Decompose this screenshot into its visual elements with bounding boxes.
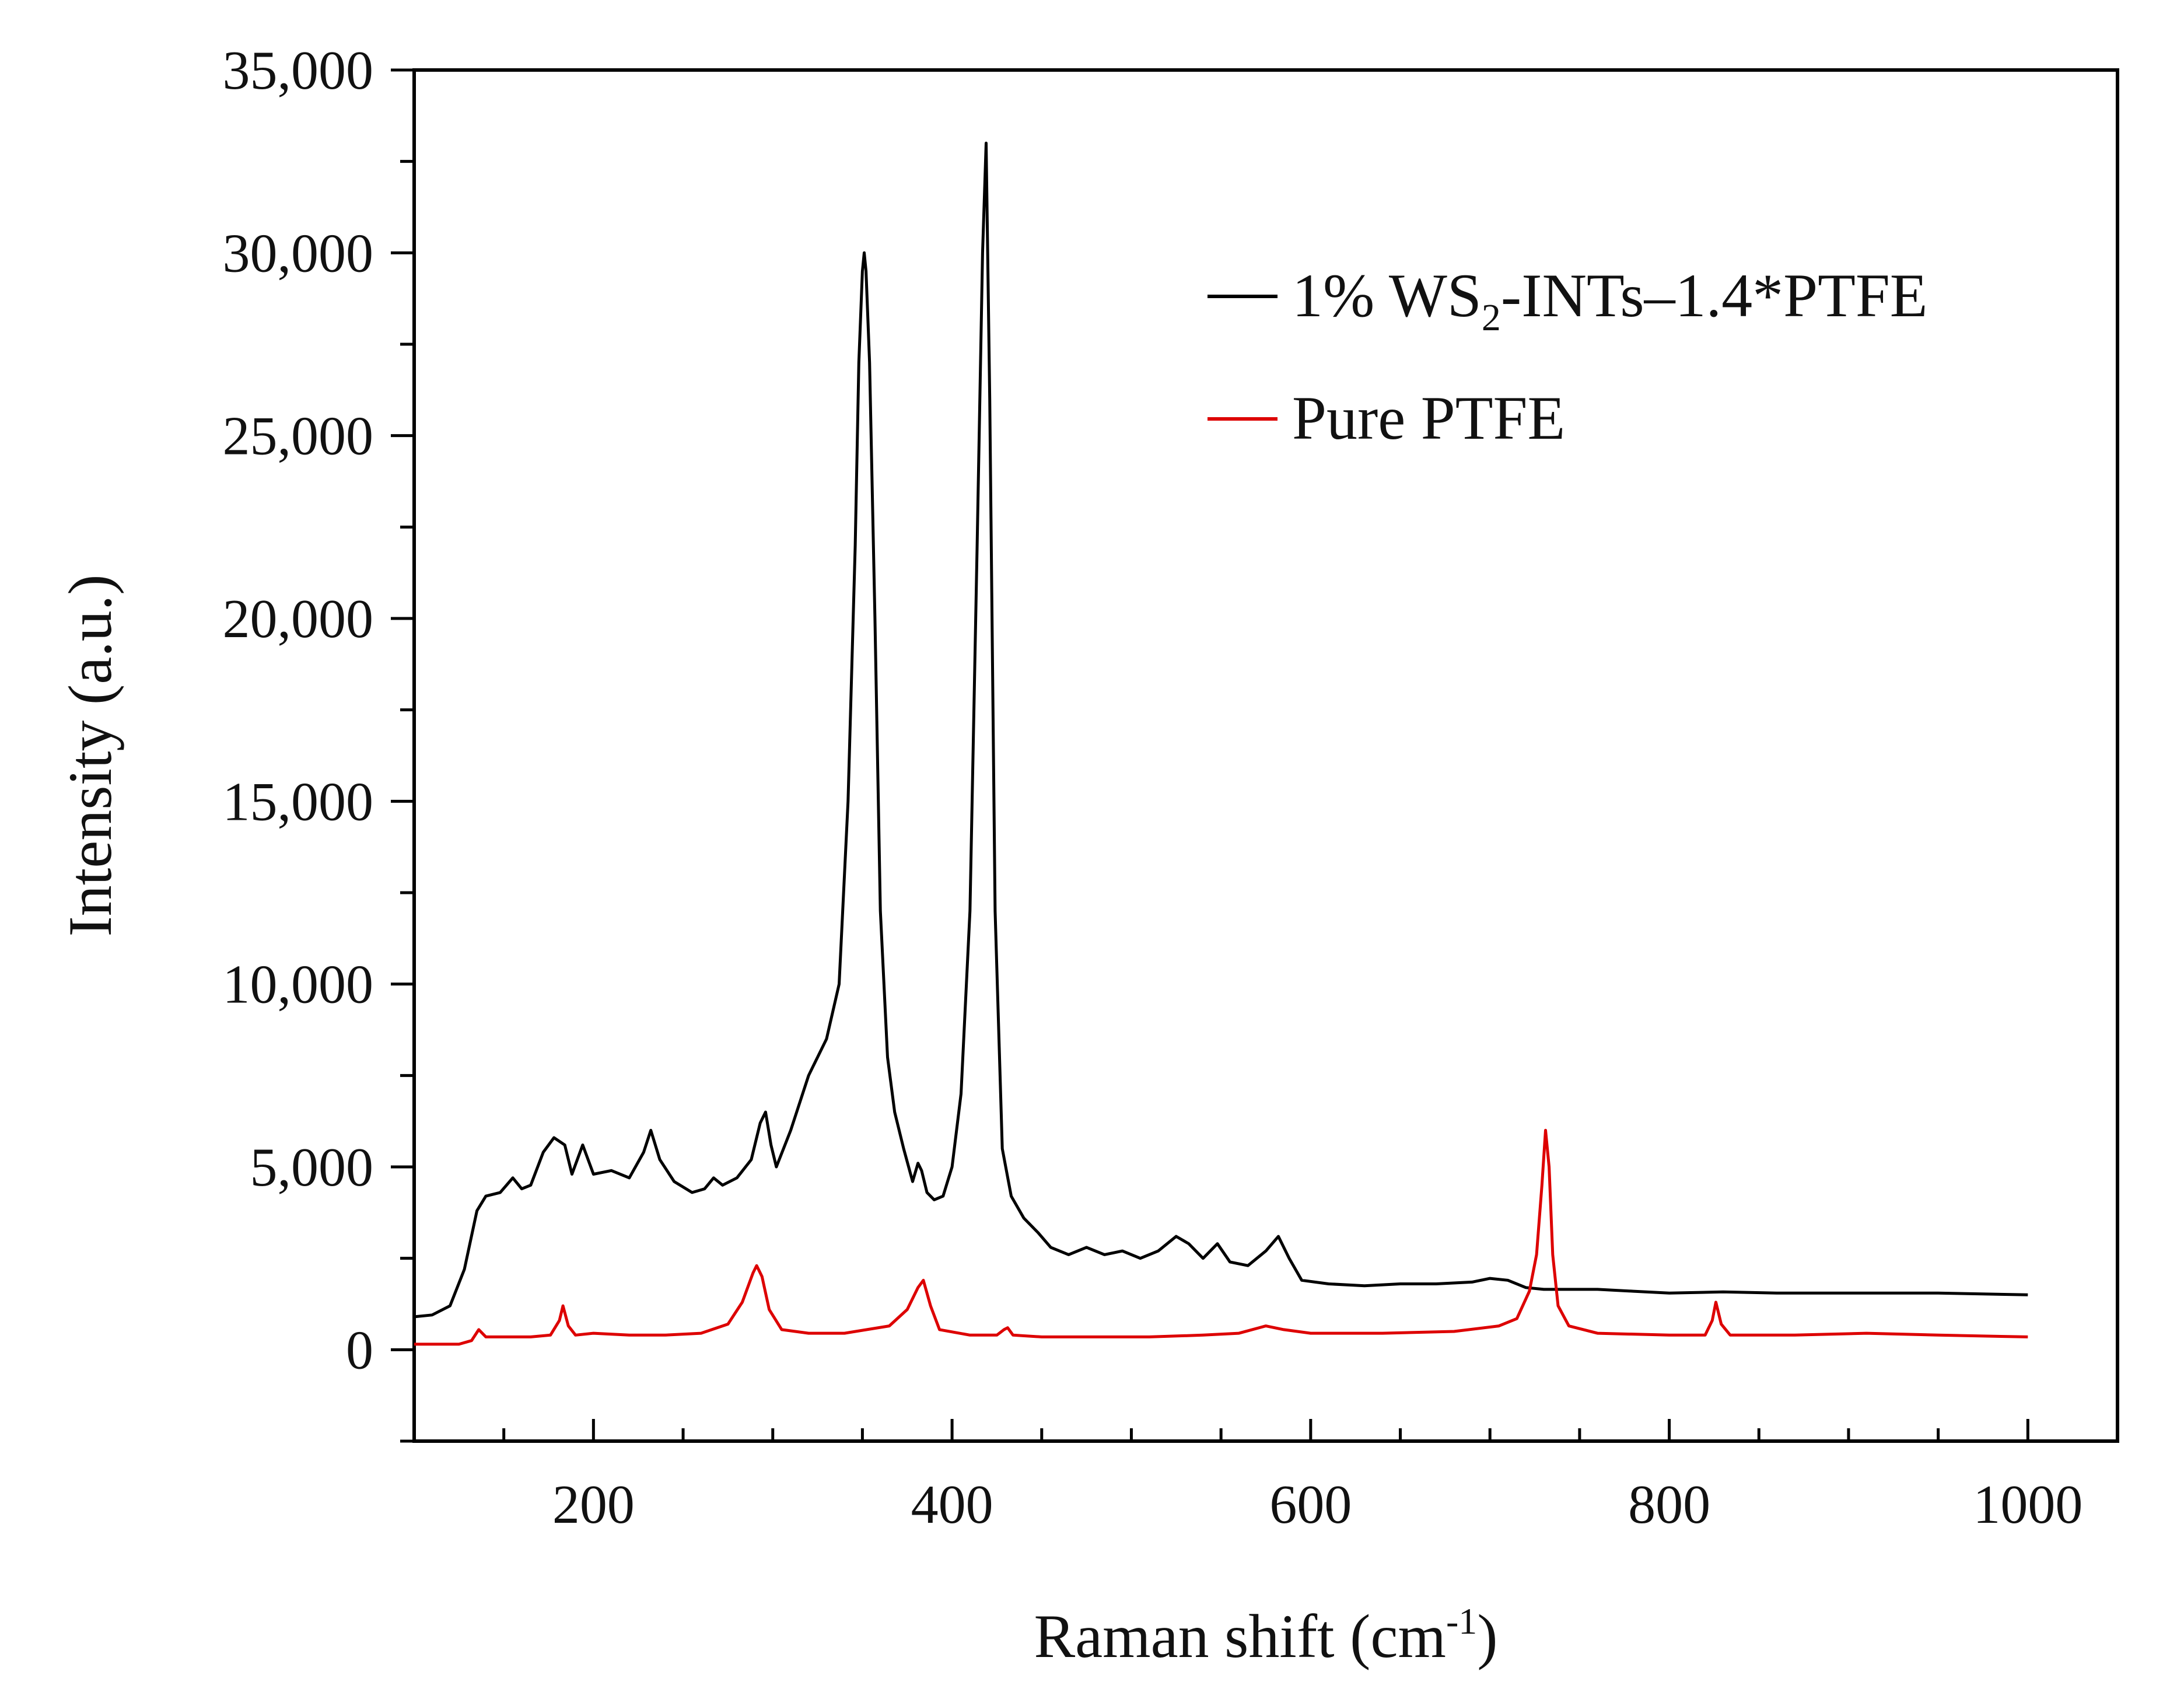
y-axis-title: Intensity (a.u.) xyxy=(56,574,124,936)
x-axis-title-main: Raman shift (cm xyxy=(1034,1602,1446,1670)
x-tick-labels: 200 400 600 800 1000 xyxy=(552,1474,2082,1535)
series-line-pure-ptfe xyxy=(414,1128,2028,1346)
y-tick-label: 25,000 xyxy=(223,406,374,467)
y-tick-labels: 0 5,000 10,000 15,000 20,000 25,000 30,000 35,0… xyxy=(223,40,374,1380)
axis-ticks xyxy=(391,68,2119,1443)
legend-label-ws2-sub: 2 xyxy=(1482,296,1501,339)
legend-label-ws2-part2: -INTs–1.4*PTFE xyxy=(1501,261,1928,330)
legend: 1% WS2-INTs–1.4*PTFE Pure PTFE xyxy=(1208,261,1928,452)
y-tick-label: 30,000 xyxy=(223,223,374,284)
legend-label-ptfe: Pure PTFE xyxy=(1292,384,1565,452)
x-axis-title-sup: -1 xyxy=(1446,1600,1477,1642)
legend-label-ws2: 1% WS2-INTs–1.4*PTFE xyxy=(1292,261,1928,339)
y-tick-label: 20,000 xyxy=(223,589,374,649)
plot-frame xyxy=(412,68,2119,1443)
x-axis-title: Raman shift (cm-1) xyxy=(1034,1600,1497,1670)
series-layer xyxy=(414,141,2028,1346)
y-tick-label: 35,000 xyxy=(223,40,374,101)
legend-label-ws2-part1: 1% WS xyxy=(1292,261,1482,330)
y-tick-label: 5,000 xyxy=(250,1137,374,1198)
y-tick-label: 10,000 xyxy=(223,955,374,1015)
x-axis-title-close: ) xyxy=(1477,1602,1497,1670)
x-tick-label: 200 xyxy=(552,1474,635,1535)
x-tick-label: 400 xyxy=(911,1474,993,1535)
x-tick-label: 1000 xyxy=(1973,1474,2082,1535)
x-tick-label: 800 xyxy=(1628,1474,1710,1535)
series-line-ws2-ints-ptfe xyxy=(414,141,2028,1319)
x-tick-label: 600 xyxy=(1269,1474,1352,1535)
y-tick-label: 0 xyxy=(346,1320,373,1380)
y-tick-label: 15,000 xyxy=(223,771,374,832)
